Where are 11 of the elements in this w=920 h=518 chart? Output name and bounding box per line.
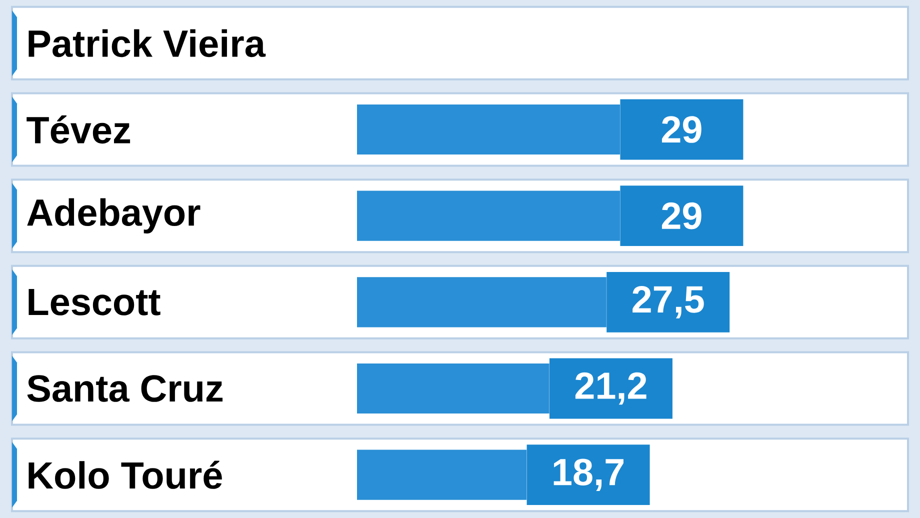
data-label: 21,2 — [575, 372, 646, 405]
data-label: 29 — [662, 202, 702, 230]
y-tick-label: Tévez — [26, 115, 130, 144]
y-tick-label: Santa Cruz — [27, 375, 223, 402]
y-tick-label: Adebayor — [27, 198, 200, 234]
data-label: 27,5 — [632, 286, 704, 318]
y-tick-label: Lescott — [28, 288, 160, 316]
data-label: 18,7 — [554, 458, 624, 491]
data-label: 29 — [662, 116, 702, 143]
y-tick-label: Patrick Vieira — [28, 29, 266, 58]
y-tick-label: Kolo Touré — [28, 460, 222, 489]
